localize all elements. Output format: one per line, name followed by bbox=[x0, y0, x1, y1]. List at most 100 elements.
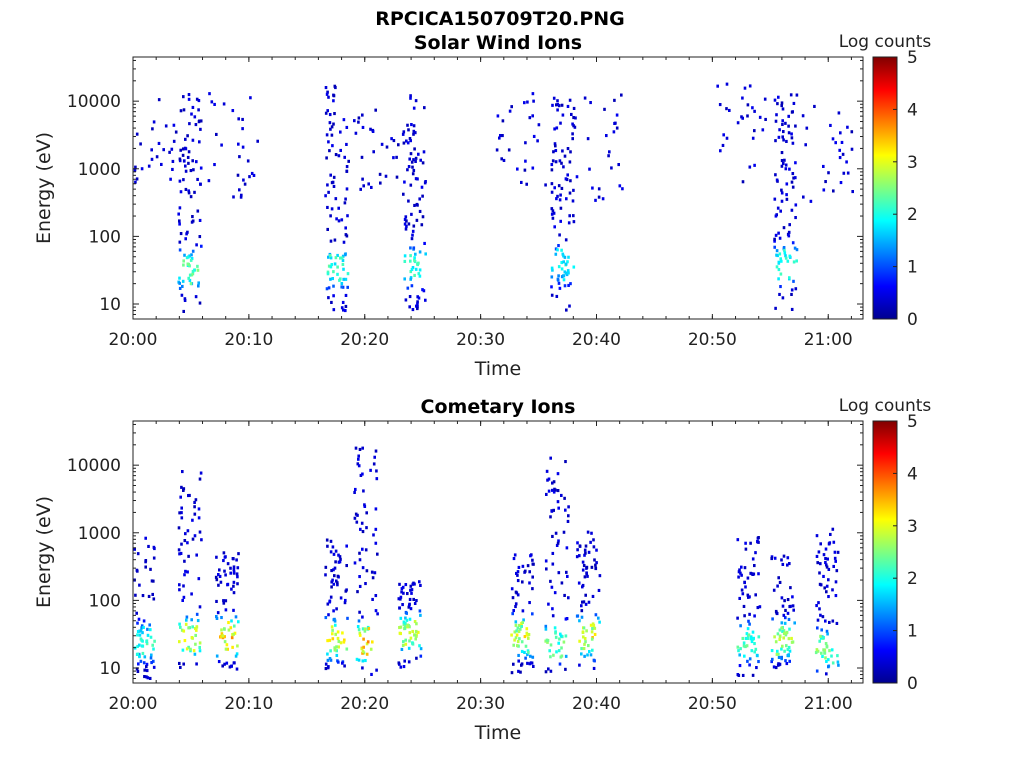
heatmap-cell bbox=[822, 188, 826, 192]
heatmap-cell bbox=[516, 640, 520, 644]
heatmap-cell bbox=[400, 590, 403, 594]
heatmap-cell bbox=[825, 644, 829, 648]
heatmap-cell bbox=[510, 633, 513, 637]
heatmap-cell bbox=[827, 171, 830, 175]
heatmap-cell bbox=[779, 272, 783, 276]
heatmap-cell bbox=[404, 298, 408, 302]
heatmap-cell bbox=[757, 660, 760, 664]
heatmap-cell bbox=[195, 160, 198, 164]
heatmap-cell bbox=[412, 224, 416, 228]
heatmap-cell bbox=[252, 173, 256, 177]
heatmap-cell bbox=[403, 180, 406, 184]
heatmap-cell bbox=[417, 261, 420, 265]
heatmap-cell bbox=[409, 96, 412, 100]
heatmap-cell bbox=[544, 627, 548, 631]
heatmap-cell bbox=[553, 591, 557, 595]
heatmap-cell bbox=[333, 238, 337, 242]
heatmap-cell bbox=[361, 659, 365, 663]
heatmap-cell bbox=[551, 159, 555, 163]
heatmap-cell bbox=[324, 111, 328, 115]
heatmap-cell bbox=[523, 168, 527, 172]
heatmap-cell bbox=[337, 219, 341, 223]
heatmap-cell bbox=[421, 288, 424, 292]
heatmap-cell bbox=[218, 574, 222, 578]
heatmap-cell bbox=[825, 563, 828, 567]
heatmap-cell bbox=[850, 147, 854, 151]
heatmap-cell bbox=[562, 254, 565, 258]
heatmap-cell bbox=[754, 551, 757, 555]
heatmap-cell bbox=[407, 199, 410, 203]
heatmap-cell bbox=[407, 660, 411, 664]
heatmap-cell bbox=[190, 253, 193, 257]
heatmap-cell bbox=[777, 277, 780, 281]
heatmap-cell bbox=[177, 526, 181, 530]
heatmap-cell bbox=[336, 583, 339, 587]
heatmap-cell bbox=[558, 662, 562, 666]
heatmap-cell bbox=[746, 627, 750, 631]
heatmap-cell bbox=[399, 665, 403, 669]
burst bbox=[575, 530, 602, 670]
heatmap-cell bbox=[773, 245, 776, 249]
heatmap-cell bbox=[572, 214, 575, 218]
heatmap-cell bbox=[404, 638, 407, 642]
heatmap-cell bbox=[550, 182, 554, 186]
heatmap-cell bbox=[553, 626, 557, 630]
heatmap-cell bbox=[835, 569, 839, 573]
heatmap-cell bbox=[324, 662, 328, 666]
heatmap-cell bbox=[369, 127, 372, 131]
heatmap-cell bbox=[179, 190, 183, 194]
heatmap-cell bbox=[330, 585, 333, 589]
heatmap-cell bbox=[330, 207, 334, 211]
heatmap-cell bbox=[526, 564, 530, 568]
heatmap-cell bbox=[826, 632, 829, 636]
burst bbox=[214, 551, 240, 671]
heatmap-cell bbox=[372, 462, 376, 466]
heatmap-cell bbox=[526, 661, 529, 665]
heatmap-cell bbox=[145, 639, 149, 643]
heatmap-cell bbox=[178, 240, 182, 244]
heatmap-cell bbox=[232, 661, 236, 665]
heatmap-cell bbox=[198, 477, 202, 481]
heatmap-cell bbox=[560, 248, 563, 252]
heatmap-cell bbox=[363, 627, 367, 631]
heatmap-cell bbox=[581, 583, 585, 587]
heatmap-cell bbox=[794, 161, 797, 165]
y-axis-label: Energy (eV) bbox=[33, 132, 55, 244]
heatmap-cell bbox=[365, 526, 368, 530]
heatmap-cell bbox=[332, 582, 336, 586]
heatmap-cell bbox=[586, 653, 589, 657]
heatmap-cell bbox=[791, 241, 795, 245]
heatmap-cell bbox=[827, 595, 830, 599]
heatmap-cell bbox=[361, 615, 364, 619]
heatmap-cell bbox=[326, 183, 329, 187]
heatmap-cell bbox=[753, 642, 756, 646]
heatmap-cell bbox=[522, 618, 525, 622]
heatmap-cell bbox=[725, 136, 729, 140]
heatmap-cell bbox=[178, 157, 182, 161]
heatmap-cell bbox=[413, 147, 416, 151]
heatmap-cell bbox=[343, 601, 347, 605]
heatmap-cell bbox=[365, 569, 369, 573]
heatmap-cell bbox=[548, 649, 551, 653]
heatmap-cell bbox=[583, 96, 587, 100]
heatmap-cell bbox=[361, 446, 364, 450]
heatmap-cell bbox=[736, 538, 740, 542]
heatmap-cell bbox=[335, 607, 338, 611]
heatmap-cell bbox=[552, 490, 556, 494]
heatmap-cell bbox=[186, 262, 190, 266]
heatmap-cell bbox=[330, 263, 334, 267]
heatmap-cell bbox=[822, 636, 825, 640]
heatmap-cells bbox=[133, 82, 854, 313]
heatmap-cell bbox=[178, 281, 181, 285]
heatmap-cell bbox=[184, 237, 187, 241]
heatmap-cell bbox=[417, 272, 421, 276]
heatmap-cell bbox=[407, 605, 411, 609]
heatmap-cell bbox=[170, 147, 174, 151]
heatmap-cell bbox=[556, 472, 560, 476]
heatmap-cell bbox=[515, 629, 518, 633]
heatmap-cell bbox=[781, 604, 785, 608]
heatmap-cell bbox=[374, 108, 377, 112]
heatmap-cell bbox=[828, 649, 831, 653]
heatmap-cell bbox=[517, 623, 521, 627]
heatmap-cell bbox=[773, 635, 776, 639]
